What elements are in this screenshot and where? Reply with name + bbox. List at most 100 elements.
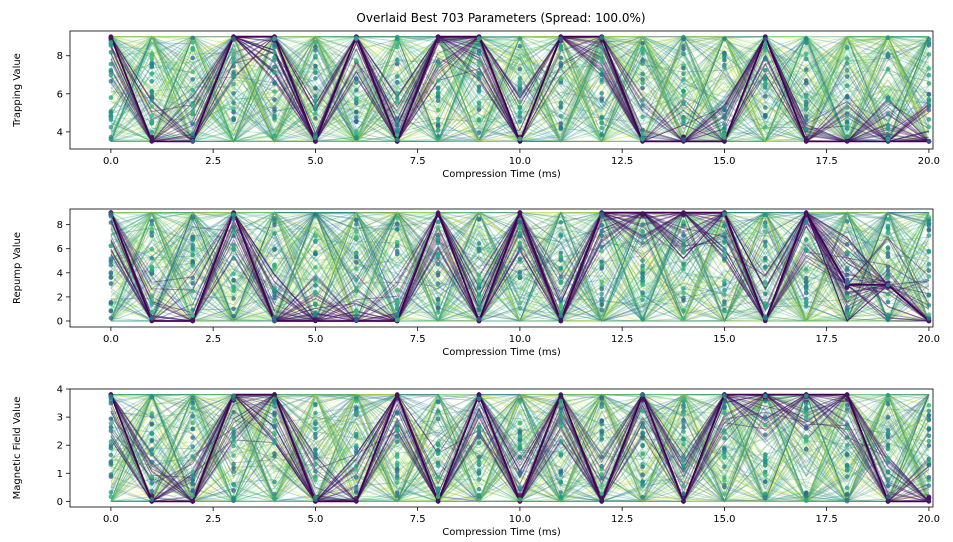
data-point: [313, 44, 318, 50]
data-point: [885, 275, 891, 281]
data-point: [394, 36, 400, 42]
data-point: [149, 264, 155, 270]
series-line: [110, 211, 930, 322]
series-line: [110, 211, 930, 323]
data-point: [272, 50, 277, 55]
series-line: [110, 393, 929, 503]
data-point: [558, 392, 564, 398]
series-line: [110, 393, 929, 503]
data-point: [313, 265, 318, 270]
data-point: [394, 137, 400, 142]
data-point: [803, 296, 809, 302]
data-point: [803, 407, 809, 412]
data-point: [722, 436, 727, 441]
data-point: [681, 46, 686, 52]
data-point: [640, 41, 645, 46]
data-point: [476, 459, 482, 464]
data-point: [354, 58, 359, 64]
data-point: [517, 99, 523, 105]
data-point: [354, 110, 359, 115]
data-point: [149, 63, 155, 69]
data-point: [844, 467, 850, 473]
data-point: [476, 424, 482, 430]
data-point: [599, 67, 604, 72]
data-point: [803, 267, 809, 272]
data-point: [558, 121, 564, 126]
data-point: [558, 490, 564, 495]
data-point: [108, 416, 114, 422]
series-line: [110, 393, 930, 503]
data-point: [885, 66, 891, 72]
series-line: [110, 394, 930, 503]
series-line: [110, 393, 930, 503]
series-line: [110, 36, 930, 143]
data-point: [681, 244, 686, 249]
x-tick-label: 10.0: [509, 334, 531, 345]
data-point: [190, 313, 195, 319]
series-line: [110, 35, 930, 142]
data-point: [108, 439, 114, 445]
series-line: [110, 393, 930, 503]
data-point: [354, 463, 359, 469]
series-line: [110, 35, 930, 143]
data-point: [926, 403, 932, 408]
data-point: [558, 402, 564, 408]
data-point: [803, 300, 809, 306]
data-point: [763, 491, 768, 497]
data-point: [844, 113, 850, 119]
data-point: [231, 278, 236, 283]
data-point: [926, 462, 932, 468]
x-tick-label: 12.5: [611, 514, 633, 525]
y-tick-label: 4: [57, 385, 63, 396]
x-tick-label: 17.5: [816, 156, 838, 167]
data-point: [558, 220, 564, 225]
data-point: [476, 281, 482, 287]
series-line: [110, 211, 930, 322]
series-line: [110, 211, 929, 323]
data-point: [354, 88, 359, 93]
data-point: [681, 263, 686, 268]
series-line: [110, 393, 930, 503]
y-tick-label: 6: [57, 244, 63, 255]
x-tick-label: 7.5: [410, 156, 426, 167]
x-axis-label: Compression Time (ms): [442, 347, 561, 358]
series-line: [110, 211, 929, 323]
data-point: [313, 212, 318, 218]
series-line: [110, 36, 929, 143]
data-point: [435, 236, 441, 242]
data-point: [313, 283, 318, 288]
data-point: [231, 109, 236, 115]
series-line: [110, 35, 930, 143]
data-point: [844, 56, 850, 61]
series-line: [110, 35, 930, 143]
series-line: [110, 211, 930, 323]
data-point: [558, 439, 564, 444]
data-point: [149, 460, 155, 465]
data-point: [149, 451, 155, 457]
data-point: [476, 249, 482, 254]
x-axis-label: Compression Time (ms): [442, 527, 561, 538]
data-point: [108, 220, 114, 225]
data-point: [885, 460, 891, 465]
data-point: [149, 255, 155, 261]
data-point: [599, 483, 604, 488]
y-axis-label: Repump Value: [12, 232, 23, 304]
data-point: [517, 83, 523, 88]
series-line: [110, 35, 930, 143]
x-tick-label: 15.0: [713, 514, 735, 525]
data-point: [926, 124, 932, 130]
data-point: [640, 71, 645, 77]
data-point: [681, 238, 686, 243]
data-point: [190, 138, 195, 144]
data-point: [803, 401, 809, 407]
series-line: [110, 393, 929, 503]
data-point: [435, 494, 441, 500]
data-point: [640, 114, 645, 120]
data-point: [763, 255, 768, 261]
y-tick-label: 0: [57, 316, 63, 327]
data-point: [476, 107, 482, 112]
data-point: [394, 44, 400, 50]
data-point: [313, 301, 318, 307]
data-point: [926, 66, 932, 71]
data-point: [190, 395, 195, 401]
